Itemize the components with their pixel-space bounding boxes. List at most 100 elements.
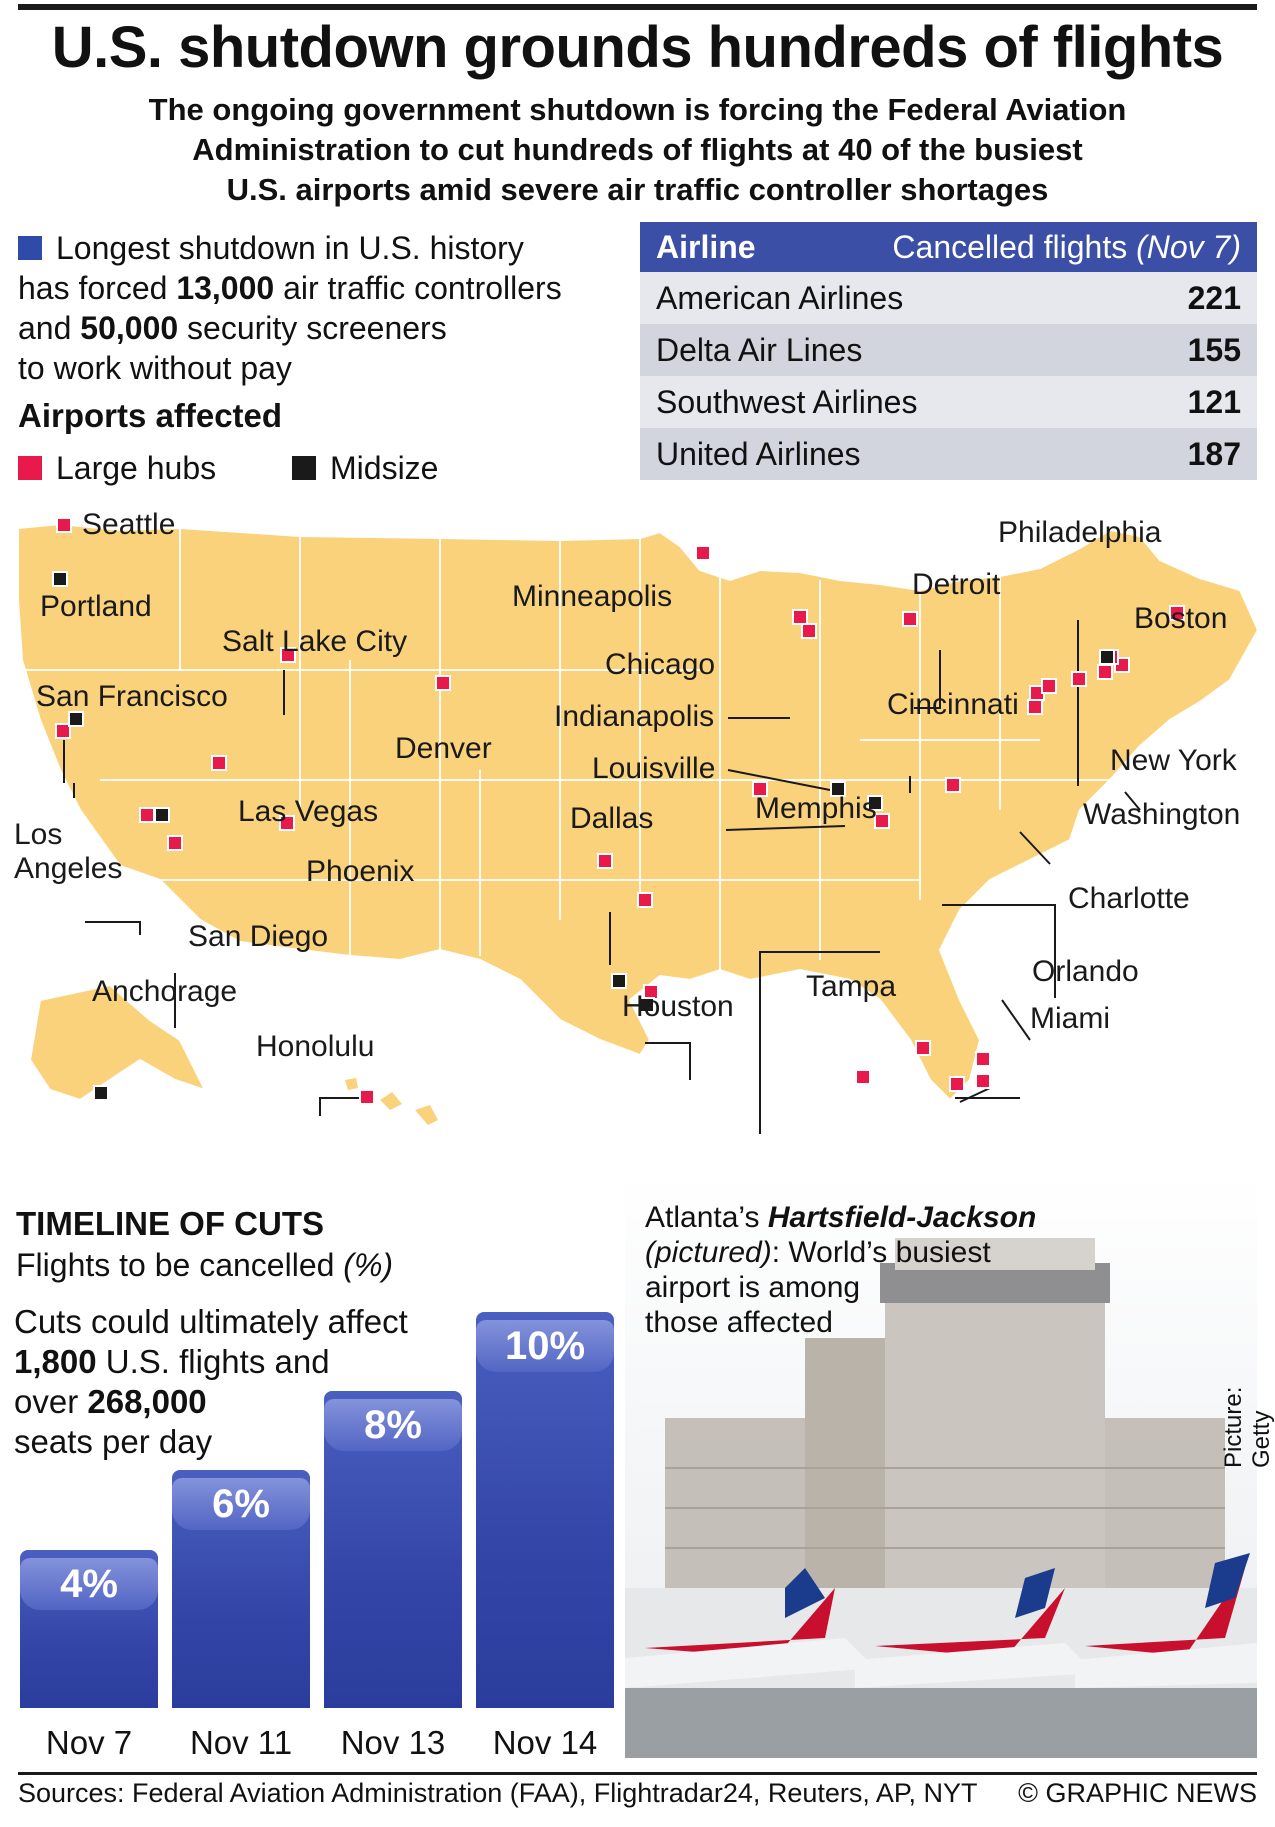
seats-count: 268,000 bbox=[87, 1383, 207, 1420]
bar-nov-11: 6% bbox=[172, 1470, 310, 1708]
note-text-part: U.S. flights and bbox=[96, 1343, 330, 1380]
bar-value-label: 8% bbox=[364, 1403, 422, 1447]
label-portland: Portland bbox=[40, 590, 152, 623]
col-cancelled-label: Cancelled flights bbox=[892, 228, 1128, 265]
x-tick-label: Nov 7 bbox=[45, 1724, 133, 1761]
blue-bullet-icon bbox=[18, 236, 42, 260]
legend-large-hubs: Large hubs bbox=[18, 450, 216, 487]
caption-line: those affected bbox=[645, 1306, 833, 1339]
bottom-rule bbox=[18, 1772, 1257, 1775]
label-indianapolis: Indianapolis bbox=[554, 700, 715, 733]
airport-photo bbox=[625, 1168, 1257, 1758]
table-row: Southwest Airlines 121 bbox=[640, 376, 1257, 428]
bar-label-highlight bbox=[20, 1558, 158, 1610]
table-row: American Airlines 221 bbox=[640, 272, 1257, 324]
label-boston: Boston bbox=[1134, 602, 1228, 635]
label-louisville: Louisville bbox=[592, 752, 716, 785]
table-header: Airline Cancelled flights (Nov 7) bbox=[640, 222, 1257, 272]
cancelled-count: 221 bbox=[1187, 279, 1241, 316]
label-chicago: Chicago bbox=[605, 648, 716, 681]
label-salt-lake-city: Salt Lake City bbox=[222, 625, 408, 658]
label-tampa: Tampa bbox=[806, 970, 897, 1003]
bar-label-highlight bbox=[324, 1399, 462, 1451]
timeline-note: Cuts could ultimately affect 1,800 U.S. … bbox=[14, 1302, 474, 1462]
screeners-count: 50,000 bbox=[80, 310, 179, 346]
intro-line: Longest shutdown in U.S. history bbox=[56, 230, 524, 266]
col-cancelled: Cancelled flights (Nov 7) bbox=[892, 229, 1241, 266]
label-dallas: Dallas bbox=[570, 802, 654, 835]
note-line: seats per day bbox=[14, 1423, 213, 1460]
sources-text: Sources: Federal Aviation Administration… bbox=[18, 1778, 978, 1808]
label-philadelphia: Philadelphia bbox=[998, 516, 1162, 549]
page-title: U.S. shutdown grounds hundreds of flight… bbox=[51, 15, 1224, 80]
timeline-sub-unit: (%) bbox=[343, 1247, 394, 1283]
legend-label: Large hubs bbox=[56, 450, 217, 486]
label-san-francisco: San Francisco bbox=[36, 680, 228, 713]
airline-table: Airline Cancelled flights (Nov 7) Americ… bbox=[640, 222, 1257, 480]
bar-label-highlight bbox=[172, 1478, 310, 1530]
airline-name: American Airlines bbox=[656, 279, 904, 316]
timeline-sub-label: Flights to be cancelled bbox=[16, 1247, 335, 1283]
legend-midsize: Midsize bbox=[292, 450, 438, 487]
label-las-vegas: Las Vegas bbox=[238, 795, 379, 828]
intro-text-part: has forced bbox=[18, 270, 177, 306]
bar-label-highlight bbox=[476, 1320, 614, 1372]
leader-lines bbox=[63, 620, 1141, 1134]
airline-name: Delta Air Lines bbox=[656, 331, 863, 368]
top-rule bbox=[18, 4, 1257, 10]
intro-text-part: air traffic controllers bbox=[274, 270, 562, 306]
note-line: Cuts could ultimately affect bbox=[14, 1303, 408, 1340]
airline-name: Southwest Airlines bbox=[656, 383, 918, 420]
col-airline: Airline bbox=[656, 228, 756, 265]
photo-credit: Picture: Getty Images bbox=[1220, 1386, 1275, 1468]
us-map-graphic bbox=[17, 517, 1260, 1134]
note-text-part: over bbox=[14, 1383, 88, 1420]
label-los-angeles-line: Los bbox=[14, 818, 63, 851]
table-row: United Airlines 187 bbox=[640, 428, 1257, 480]
airline-name: United Airlines bbox=[656, 435, 861, 472]
copyright-text: © GRAPHIC NEWS bbox=[1018, 1778, 1257, 1808]
cancelled-count: 187 bbox=[1187, 435, 1241, 472]
label-miami: Miami bbox=[1030, 1002, 1110, 1035]
label-anchorage: Anchorage bbox=[92, 975, 238, 1008]
x-tick-label: Nov 13 bbox=[340, 1724, 446, 1761]
subtitle-line: Administration to cut hundreds of flight… bbox=[192, 132, 1083, 167]
airport-name: Hartsfield-Jackson bbox=[767, 1201, 1037, 1234]
flights-count: 1,800 bbox=[14, 1343, 97, 1380]
hawaii-shape bbox=[345, 1078, 438, 1125]
page-subtitle: The ongoing government shutdown is forci… bbox=[60, 90, 1215, 210]
label-seattle: Seattle bbox=[82, 508, 176, 541]
label-houston: Houston bbox=[622, 990, 734, 1023]
label-honolulu: Honolulu bbox=[256, 1030, 375, 1063]
timeline-heading: TIMELINE OF CUTS bbox=[16, 1205, 324, 1242]
bar-nov-13: 8% bbox=[324, 1391, 462, 1708]
x-tick-label: Nov 11 bbox=[189, 1724, 293, 1761]
caption-text-part: (pictured) bbox=[645, 1236, 772, 1269]
label-cincinnati: Cincinnati bbox=[887, 688, 1019, 721]
intro-text-part: security screeners bbox=[178, 310, 447, 346]
legend-label: Midsize bbox=[330, 450, 439, 486]
us-airports-map: Seattle Portland San Francisco Salt Lake… bbox=[0, 480, 1275, 1180]
label-san-diego: San Diego bbox=[188, 920, 329, 953]
subtitle-line: The ongoing government shutdown is forci… bbox=[148, 92, 1127, 127]
label-minneapolis: Minneapolis bbox=[512, 580, 673, 613]
label-denver: Denver bbox=[395, 732, 492, 765]
caption-line: airport is among bbox=[645, 1271, 861, 1304]
label-los-angeles: Los Angeles bbox=[14, 818, 122, 886]
label-detroit: Detroit bbox=[912, 568, 1001, 601]
caption-text-part: Atlanta’s bbox=[645, 1201, 768, 1234]
x-tick-label: Nov 14 bbox=[492, 1724, 598, 1761]
large-hub-marker-icon bbox=[18, 456, 42, 480]
label-charlotte: Charlotte bbox=[1068, 882, 1190, 915]
intro-text-part: and bbox=[18, 310, 81, 346]
label-washington: Washington bbox=[1083, 798, 1241, 831]
photo-caption: Atlanta’s Hartsfield-Jackson (pictured):… bbox=[645, 1200, 1065, 1340]
state-borders bbox=[18, 528, 1120, 970]
controllers-count: 13,000 bbox=[176, 270, 275, 306]
bar-value-label: 4% bbox=[60, 1562, 118, 1606]
cancelled-count: 155 bbox=[1187, 331, 1241, 368]
bar-value-label: 10% bbox=[504, 1324, 586, 1368]
alaska-shape bbox=[28, 983, 207, 1102]
col-cancelled-date: (Nov 7) bbox=[1136, 228, 1241, 265]
cancelled-count: 121 bbox=[1187, 383, 1241, 420]
